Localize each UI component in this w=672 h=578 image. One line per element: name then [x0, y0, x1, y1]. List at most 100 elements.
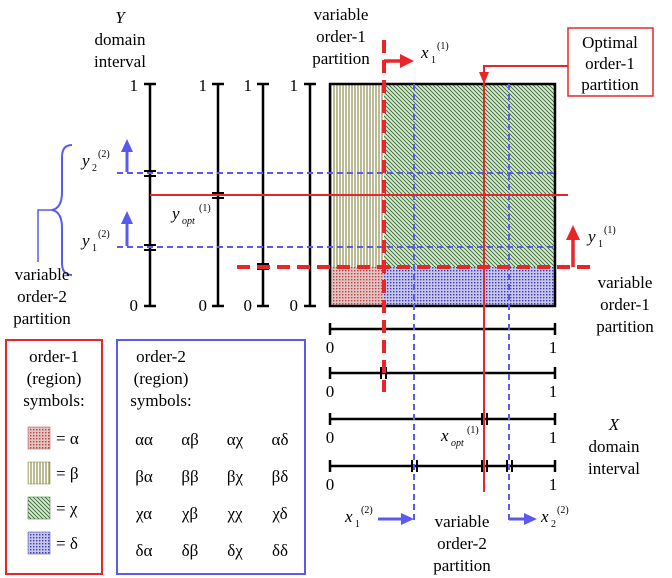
legend-eq-alpha: = α — [56, 429, 79, 448]
svg-text:(1): (1) — [437, 41, 449, 52]
y-tick-zero: 0 — [130, 296, 139, 315]
left-variable-label-3: partition — [13, 309, 71, 328]
x-tick-zero: 0 — [326, 475, 335, 494]
x-domain-label-1: domain — [589, 437, 640, 456]
legend-order1: order-1 (region) symbols: = α = β = χ = … — [5, 339, 103, 575]
legend-swatch-beta — [27, 461, 51, 485]
region-delta — [384, 267, 555, 306]
x-tick-zero: 0 — [326, 428, 335, 447]
x-tick-zero: 0 — [326, 338, 335, 357]
x-tick-zero: 0 — [326, 382, 335, 401]
symbol-y2-order2: y 2 (2) — [80, 149, 110, 174]
legend-order2-title-2: (region) — [134, 369, 189, 388]
svg-text:1: 1 — [355, 519, 360, 530]
legend-order1-title-3: symbols: — [23, 391, 84, 410]
y-tick-zero: 0 — [244, 296, 253, 315]
svg-text:(2): (2) — [98, 149, 110, 160]
symbol-x-optimal: x opt (1) — [440, 425, 479, 449]
symbol-cell: δβ — [182, 541, 199, 560]
optimal-pointer-arrowhead — [479, 72, 489, 84]
legend-swatch-delta — [27, 531, 51, 555]
region-beta — [330, 84, 384, 267]
symbol-x1-order1: x 1 (1) — [420, 41, 449, 66]
svg-text:y: y — [170, 204, 180, 223]
x-tick-one: 1 — [549, 428, 558, 447]
legend-order2-border — [116, 339, 306, 575]
legend-swatch-chi — [27, 496, 51, 520]
red-arrow-x1 — [384, 54, 414, 68]
symbol-cell: χβ — [181, 504, 198, 523]
svg-text:1: 1 — [92, 243, 97, 254]
y-tick-one: 1 — [290, 76, 299, 95]
symbol-cell: χα — [135, 504, 152, 523]
svg-text:(2): (2) — [557, 505, 569, 516]
svg-text:x: x — [420, 43, 429, 62]
optimal-label-2: order-1 — [585, 54, 635, 73]
legend-order2-title-3: symbols: — [130, 391, 191, 410]
bottom-variable-label-2: order-2 — [437, 534, 487, 553]
symbol-cell: δδ — [272, 541, 288, 560]
svg-text:1: 1 — [431, 55, 436, 66]
symbol-cell: βα — [135, 467, 153, 486]
right-variable-label-3: partition — [596, 317, 654, 336]
symbol-cell: αα — [135, 430, 153, 449]
svg-text:y: y — [80, 231, 90, 250]
x-tick-one: 1 — [549, 382, 558, 401]
symbol-cell: βχ — [227, 467, 244, 486]
svg-text:(1): (1) — [199, 203, 211, 214]
left-variable-label-2: order-2 — [17, 287, 67, 306]
region-alpha — [330, 267, 384, 306]
blue-arrow-y1 — [121, 211, 133, 246]
symbol-x1-order2: x 1 (2) — [344, 505, 373, 530]
bottom-variable-label-1: variable — [435, 512, 490, 531]
symbol-y-optimal: y opt (1) — [170, 203, 211, 227]
symbol-cell: δχ — [227, 541, 243, 560]
svg-text:opt: opt — [451, 438, 464, 449]
optimal-label-box — [567, 27, 654, 97]
top-variable-label-2: order-1 — [316, 27, 366, 46]
optimal-label-1: Optimal — [582, 33, 638, 52]
symbol-y1-order1: y 1 (1) — [586, 225, 616, 250]
legend-eq-delta: = δ — [56, 534, 78, 553]
symbol-cell: δα — [136, 541, 153, 560]
y-tick-one: 1 — [199, 76, 208, 95]
right-variable-label-2: order-1 — [600, 295, 650, 314]
order2-partitions — [117, 84, 555, 522]
legend-order1-border — [5, 339, 103, 575]
y-axis-variable: Y — [115, 8, 126, 27]
svg-text:x: x — [540, 507, 549, 526]
x-axis-variable: X — [608, 415, 620, 434]
symbol-cell: αβ — [181, 430, 199, 449]
y-tick-zero: 0 — [199, 296, 208, 315]
svg-text:y: y — [586, 227, 596, 246]
legend-order1-title-2: (region) — [27, 369, 82, 388]
left-brace-pointer — [37, 209, 52, 262]
x-tick-one: 1 — [549, 338, 558, 357]
x-tick-one: 1 — [549, 475, 558, 494]
svg-text:(1): (1) — [604, 225, 616, 236]
svg-text:(2): (2) — [361, 505, 373, 516]
svg-text:(1): (1) — [467, 425, 479, 436]
region-chi — [384, 84, 555, 267]
x-axes — [328, 323, 557, 472]
y-tick-one: 1 — [244, 76, 253, 95]
symbol-cell: χχ — [226, 504, 243, 523]
svg-text:y: y — [80, 151, 90, 170]
top-variable-label-3: partition — [312, 49, 370, 68]
legend-order2: order-2 (region) symbols: αα αβ αχ αδ βα… — [116, 339, 306, 575]
symbol-cell: ββ — [181, 467, 198, 486]
symbol-y1-order2: y 1 (2) — [80, 229, 110, 254]
x-domain-label-2: interval — [588, 459, 640, 478]
svg-text:x: x — [344, 507, 353, 526]
symbol-x2-order2: x 2 (2) — [540, 505, 569, 530]
symbol-cell: βδ — [272, 467, 289, 486]
symbol-cell: χδ — [271, 504, 287, 523]
right-variable-label-1: variable — [598, 273, 653, 292]
blue-arrow-x1 — [378, 513, 414, 525]
blue-arrow-x2 — [509, 513, 537, 525]
y-domain-label-1: domain — [95, 30, 146, 49]
svg-text:2: 2 — [551, 519, 556, 530]
legend-swatch-alpha — [27, 426, 51, 450]
svg-text:2: 2 — [92, 163, 97, 174]
